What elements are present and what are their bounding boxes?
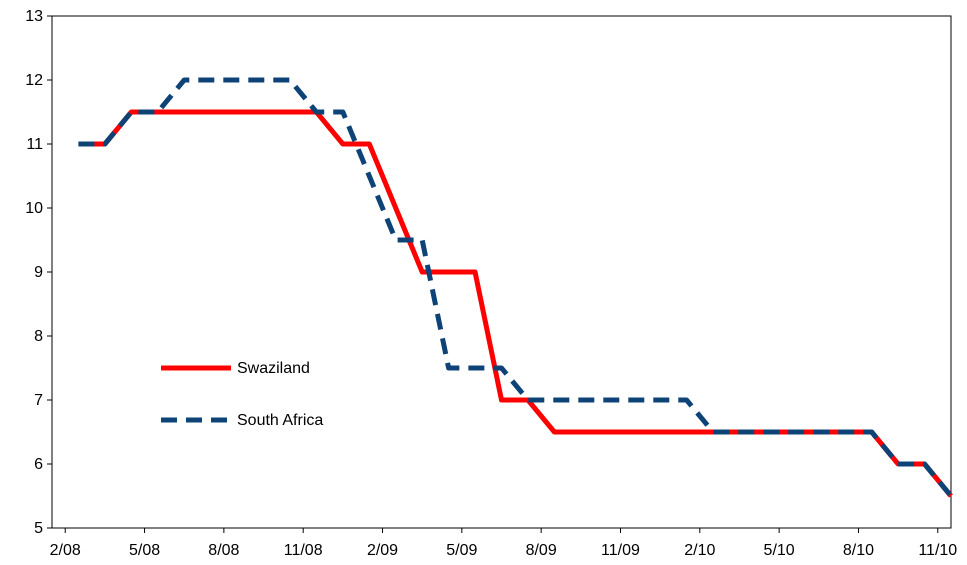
y-tick-label: 12 bbox=[25, 72, 43, 89]
x-tick-label: 2/09 bbox=[367, 542, 398, 559]
series-layer bbox=[78, 77, 953, 498]
y-tick-label: 9 bbox=[34, 264, 43, 281]
x-tick-label: 5/08 bbox=[129, 542, 160, 559]
y-axis-ticks: 5 6 7 8 9 10 11 12 13 bbox=[25, 8, 52, 537]
legend-label-swaziland: Swaziland bbox=[237, 360, 310, 377]
x-tick-label: 8/08 bbox=[208, 542, 239, 559]
y-tick-label: 8 bbox=[34, 328, 43, 345]
x-tick-label: 8/10 bbox=[843, 542, 874, 559]
x-tick-label: 5/10 bbox=[764, 542, 795, 559]
legend-label-south-africa: South Africa bbox=[237, 412, 323, 429]
y-tick-label: 11 bbox=[26, 136, 43, 153]
x-tick-label: 11/09 bbox=[601, 542, 640, 559]
legend: Swaziland South Africa bbox=[161, 360, 323, 429]
y-tick-label: 13 bbox=[25, 8, 43, 25]
x-axis-ticks: 2/08 5/08 8/08 11/08 2/09 5/09 8/09 11/09 2/10 5/… bbox=[50, 528, 957, 559]
x-tick-label: 5/09 bbox=[446, 542, 477, 559]
series-line-swaziland bbox=[78, 109, 953, 498]
y-tick-label: 5 bbox=[34, 520, 43, 537]
plot-area bbox=[51, 15, 952, 529]
series-line-south-africa bbox=[78, 77, 953, 498]
x-tick-label: 11/10 bbox=[918, 542, 957, 559]
x-tick-label: 2/08 bbox=[50, 542, 81, 559]
x-tick-label: 2/10 bbox=[684, 542, 715, 559]
x-tick-label: 8/09 bbox=[526, 542, 557, 559]
y-tick-label: 7 bbox=[34, 392, 43, 409]
y-tick-label: 10 bbox=[25, 200, 43, 217]
x-tick-label: 11/08 bbox=[284, 542, 323, 559]
y-tick-label: 6 bbox=[34, 456, 43, 473]
